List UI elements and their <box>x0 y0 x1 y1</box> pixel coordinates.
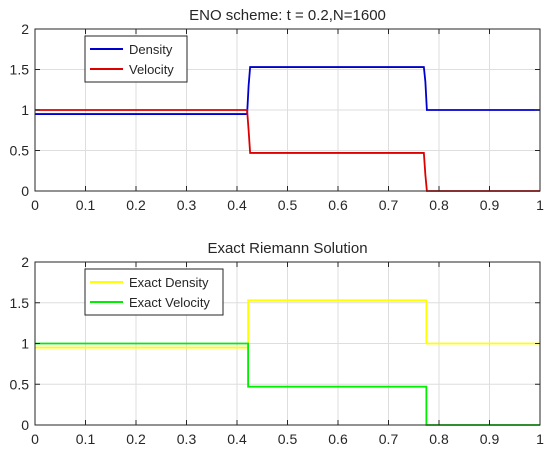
x-tick-label: 0.2 <box>126 197 146 213</box>
x-tick-label: 0.3 <box>177 431 197 447</box>
x-tick-label: 0.4 <box>227 431 247 447</box>
y-tick-label: 0 <box>21 183 29 199</box>
legend-label-1: Velocity <box>129 62 174 77</box>
series-line-0 <box>35 299 540 349</box>
x-tick-label: 0.2 <box>126 431 146 447</box>
legend-label-1: Exact Velocity <box>129 295 210 310</box>
x-tick-label: 0.8 <box>429 197 449 213</box>
x-tick-label: 0.4 <box>227 197 247 213</box>
x-tick-label: 0.3 <box>177 197 197 213</box>
y-tick-label: 1 <box>21 336 29 352</box>
chart-title: Exact Riemann Solution <box>207 240 367 257</box>
x-tick-label: 0.9 <box>480 431 500 447</box>
legend-label-0: Density <box>129 42 173 57</box>
y-tick-label: 2 <box>21 254 29 270</box>
chart-panel-eno: 0 0.1 0.2 0.3 0.4 0.5 0.6 0.7 0.8 0.9 1 0 0.5 1 1.5 2 EN… <box>10 7 545 213</box>
x-tick-label: 0 <box>31 197 39 213</box>
x-tick-label: 1 <box>536 197 544 213</box>
chart-panel-exact: 0 0.1 0.2 0.3 0.4 0.5 0.6 0.7 0.8 0.9 1 0 0.5 1 1.5 2 Ex… <box>10 240 545 447</box>
chart-title: ENO scheme: t = 0.2,N=1600 <box>189 7 386 24</box>
y-tick-label: 0 <box>21 417 29 433</box>
legend: Exact Density Exact Velocity <box>84 268 224 316</box>
x-tick-label: 0.9 <box>480 197 500 213</box>
series-line-1 <box>35 109 540 192</box>
x-tick-label: 0 <box>31 431 39 447</box>
x-tick-label: 1 <box>536 431 544 447</box>
y-tick-label: 0.5 <box>10 376 30 392</box>
x-tick-label: 0.6 <box>328 197 348 213</box>
legend: Density Velocity <box>84 35 188 83</box>
x-tick-label: 0.1 <box>76 431 96 447</box>
y-tick-label: 1.5 <box>10 62 30 78</box>
x-tick-label: 0.7 <box>379 197 399 213</box>
x-tick-label: 0.8 <box>429 431 449 447</box>
legend-box <box>84 268 224 316</box>
y-tick-label: 1.5 <box>10 295 30 311</box>
x-tick-label: 0.6 <box>328 431 348 447</box>
y-tick-label: 2 <box>21 21 29 37</box>
x-tick-label: 0.7 <box>379 431 399 447</box>
y-tick-label: 1 <box>21 102 29 118</box>
x-tick-label: 0.1 <box>76 197 96 213</box>
legend-label-0: Exact Density <box>129 275 209 290</box>
x-tick-label: 0.5 <box>278 197 298 213</box>
x-tick-label: 0.5 <box>278 431 298 447</box>
y-tick-label: 0.5 <box>10 143 30 159</box>
legend-box <box>84 35 188 83</box>
